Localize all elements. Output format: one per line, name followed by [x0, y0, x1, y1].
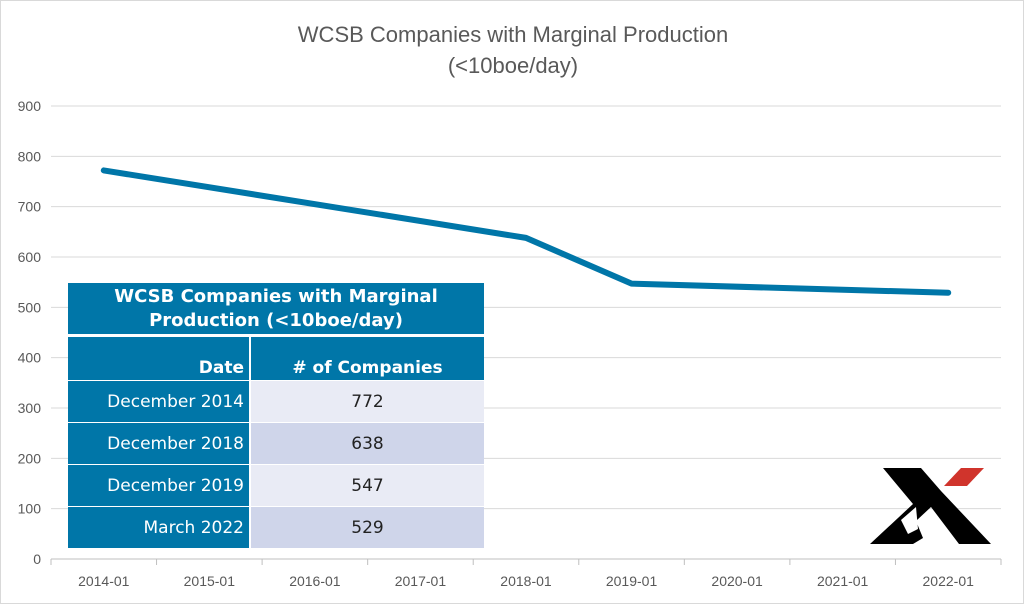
x-tick-label: 2018-01 — [500, 573, 552, 589]
chart-title: WCSB Companies with Marginal Production (… — [1, 19, 1023, 81]
y-tick-label: 800 — [18, 148, 42, 164]
data-table: WCSB Companies with Marginal Production … — [68, 283, 484, 548]
header-count: # of Companies — [250, 335, 484, 381]
y-tick-label: 0 — [33, 551, 41, 567]
x-tick-label: 2014-01 — [78, 573, 130, 589]
series-line — [100, 167, 952, 296]
y-tick-label: 700 — [18, 199, 42, 215]
x-tick-label: 2019-01 — [606, 573, 658, 589]
x-tick-label: 2021-01 — [817, 573, 869, 589]
cell-count: 547 — [250, 464, 484, 507]
y-tick-label: 100 — [18, 501, 42, 517]
cell-date: December 2014 — [68, 380, 251, 423]
table-row: December 2018 638 — [68, 422, 484, 465]
y-tick-label: 400 — [18, 350, 42, 366]
cell-date: March 2022 — [68, 506, 251, 548]
table-row: December 2019 547 — [68, 464, 484, 507]
table-row: December 2014 772 — [68, 380, 484, 423]
cell-date: December 2018 — [68, 422, 251, 465]
table-title: WCSB Companies with Marginal Production … — [68, 283, 484, 337]
cell-count: 529 — [250, 506, 484, 548]
cell-date: December 2019 — [68, 464, 251, 507]
y-tick-label: 200 — [18, 450, 42, 466]
cell-count: 772 — [250, 380, 484, 423]
y-tick-label: 300 — [18, 400, 42, 416]
y-tick-label: 600 — [18, 249, 42, 265]
title-line2: (<10boe/day) — [447, 53, 579, 78]
x-tick-label: 2022-01 — [923, 573, 975, 589]
table-row: March 2022 529 — [68, 506, 484, 548]
x-tick-label: 2015-01 — [184, 573, 236, 589]
header-date: Date — [68, 335, 251, 381]
x-tick-label: 2017-01 — [395, 573, 447, 589]
y-tick-label: 900 — [18, 98, 42, 114]
title-line1: WCSB Companies with Marginal Production — [297, 22, 729, 47]
y-tick-label: 500 — [18, 299, 42, 315]
x-tick-label: 2016-01 — [289, 573, 341, 589]
x-tick-label: 2020-01 — [711, 573, 763, 589]
cell-count: 638 — [250, 422, 484, 465]
